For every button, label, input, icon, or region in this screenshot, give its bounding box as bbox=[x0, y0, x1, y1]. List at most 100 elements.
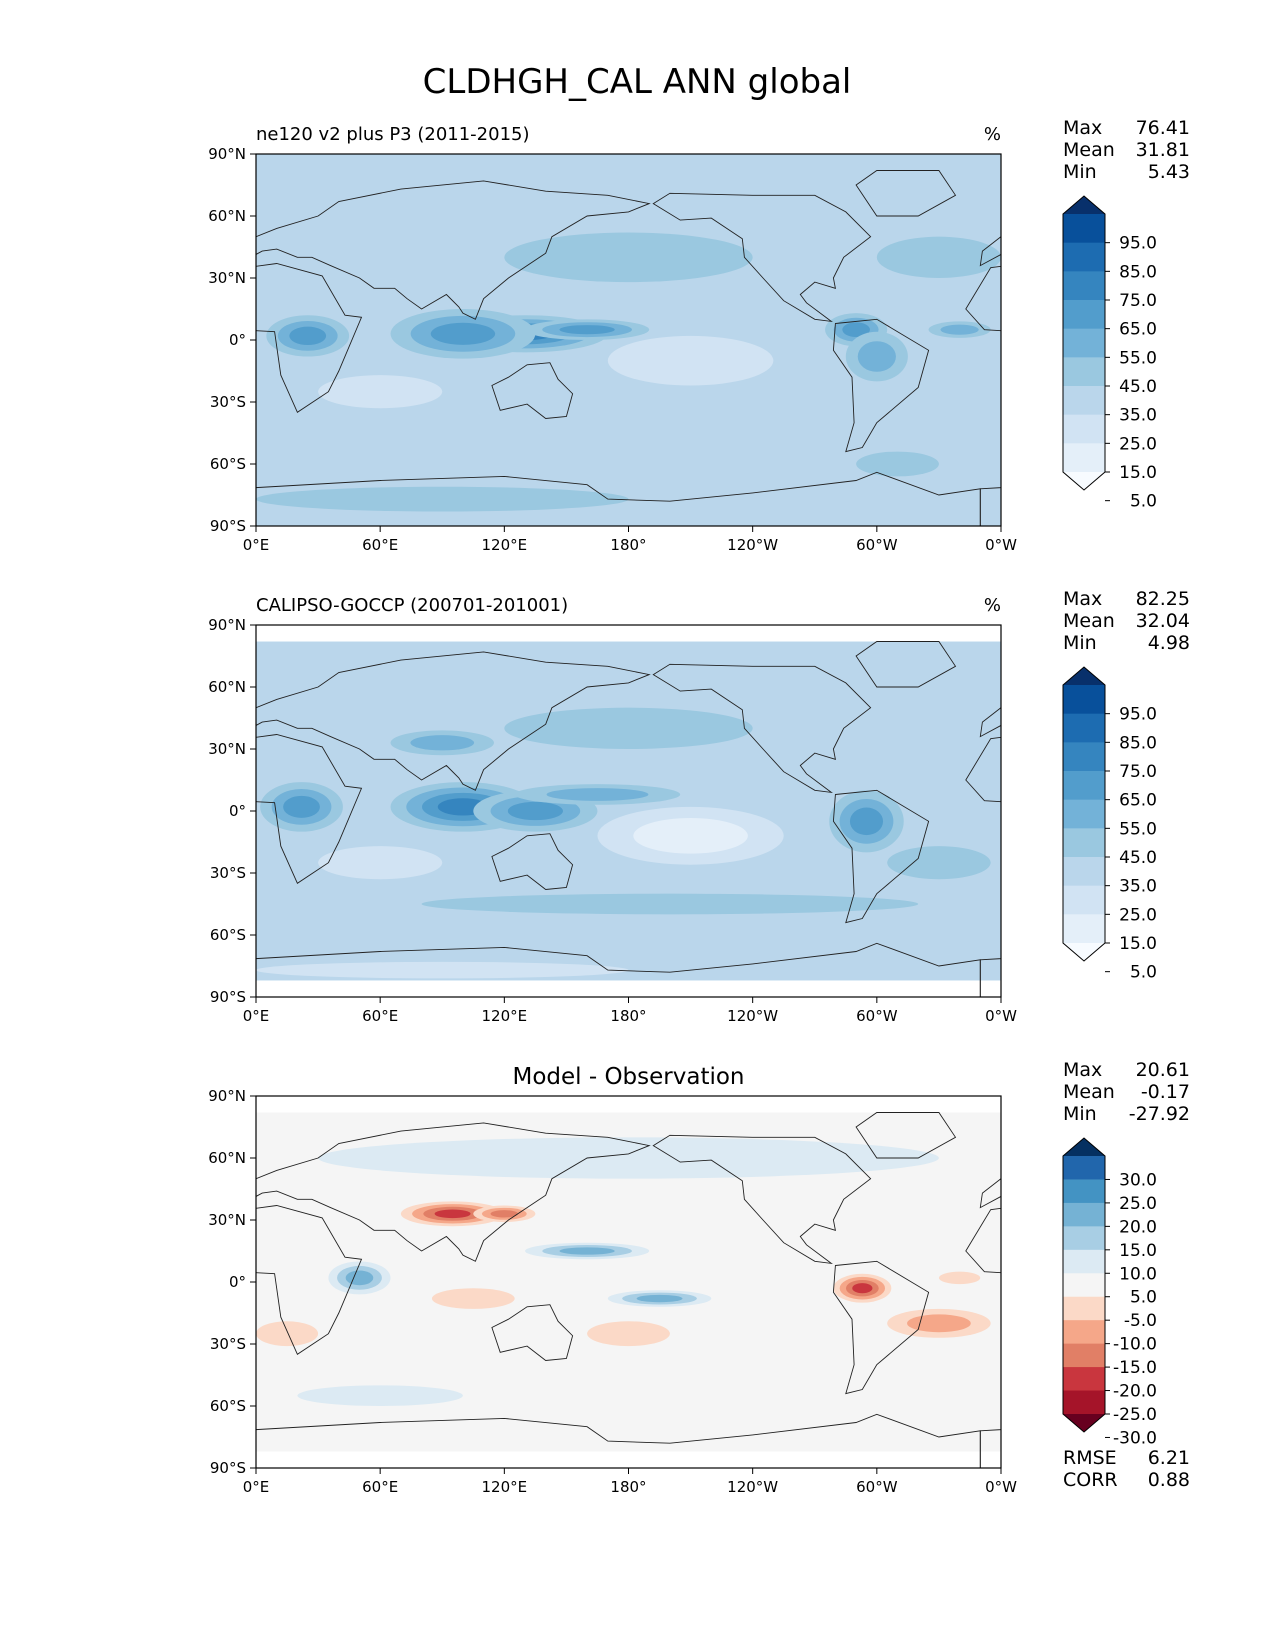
stat-value: -0.17 bbox=[1141, 1081, 1190, 1103]
map-field bbox=[256, 625, 1275, 997]
coastline bbox=[832, 789, 930, 924]
field-contour bbox=[507, 801, 563, 821]
field-contour bbox=[607, 335, 774, 386]
colorbar-tick-label: 55.0 bbox=[1119, 348, 1157, 368]
colorbar-extend-max bbox=[1063, 196, 1105, 214]
coastline bbox=[1237, 363, 1275, 419]
y-tick-label: 30°N bbox=[208, 1211, 246, 1229]
colorbar-tick-label: -10.0 bbox=[1113, 1335, 1157, 1355]
field-contour bbox=[430, 322, 496, 345]
colorbar-segment bbox=[1063, 214, 1105, 244]
stat-value: -27.92 bbox=[1129, 1103, 1190, 1125]
field-contour bbox=[940, 324, 979, 335]
x-tick-label: 0°E bbox=[243, 1478, 270, 1496]
stat-label: Mean bbox=[1063, 139, 1115, 161]
field-contour bbox=[297, 1385, 463, 1406]
field-contour bbox=[256, 1321, 319, 1347]
field-contour bbox=[907, 1314, 971, 1333]
field-contour bbox=[546, 788, 649, 801]
colorbar-tick-label: 25.0 bbox=[1119, 905, 1157, 925]
coastline bbox=[256, 651, 651, 791]
colorbar-tick-label: 20.0 bbox=[1119, 1217, 1157, 1237]
coastline bbox=[855, 1112, 957, 1159]
field-contour bbox=[283, 795, 320, 818]
colorbar: 95.0 85.0 75.0 65.0 55.0 45.0 35.0 25.0 15.0 5.0 bbox=[1062, 195, 1157, 512]
colorbar-tick-label: 75.0 bbox=[1119, 291, 1157, 311]
colorbar-segment bbox=[1063, 386, 1105, 416]
y-tick-label: 90°S bbox=[210, 1459, 246, 1477]
colorbar-segment bbox=[1063, 1343, 1105, 1368]
colorbar-segment bbox=[1063, 857, 1105, 887]
coastline bbox=[652, 663, 872, 794]
colorbar-tick-label: 35.0 bbox=[1119, 877, 1157, 897]
colorbar-segment bbox=[1063, 742, 1105, 772]
colorbar-segment bbox=[1063, 1273, 1105, 1298]
coastline bbox=[256, 1205, 363, 1355]
stat-value: 82.25 bbox=[1136, 588, 1190, 610]
x-tick-label: 180° bbox=[610, 536, 646, 554]
coastline bbox=[256, 734, 363, 884]
colorbar-segment bbox=[1063, 1156, 1105, 1180]
x-tick-label: 60°E bbox=[362, 1478, 398, 1496]
stat-label: Min bbox=[1063, 161, 1097, 183]
colorbar-tick-label: 75.0 bbox=[1119, 762, 1157, 782]
stat-value: 32.04 bbox=[1136, 610, 1190, 632]
colorbar-segment bbox=[1063, 1296, 1105, 1321]
field-contour bbox=[434, 1209, 471, 1219]
x-tick-label: 120°E bbox=[482, 1007, 528, 1025]
stat-label: Max bbox=[1063, 1059, 1102, 1081]
colorbar-tick-label: -30.0 bbox=[1113, 1428, 1157, 1448]
stat-value: 5.43 bbox=[1148, 161, 1190, 183]
y-tick-label: 0° bbox=[229, 802, 246, 820]
coastline bbox=[256, 180, 651, 320]
y-tick-label: 30°S bbox=[210, 393, 246, 411]
x-tick-label: 180° bbox=[610, 1007, 646, 1025]
field-contour bbox=[256, 961, 629, 979]
stat-value: 20.61 bbox=[1136, 1059, 1190, 1081]
colorbar: 30.0 25.0 20.0 15.0 10.0 5.0 -5.0 -10.0 -15.0 -20… bbox=[1062, 1137, 1157, 1448]
x-tick-label: 60°E bbox=[362, 536, 398, 554]
field-contour bbox=[587, 1321, 670, 1347]
stat-label: CORR bbox=[1063, 1469, 1118, 1491]
colorbar: 95.0 85.0 75.0 65.0 55.0 45.0 35.0 25.0 15.0 5.0 bbox=[1062, 666, 1157, 983]
field-contour bbox=[849, 807, 884, 836]
field-contour bbox=[504, 232, 753, 283]
map-panel-model: 90°N 60°N 30°N 0° 30°S 60°S 90°S0°E 60°E 120°E 18… bbox=[208, 117, 1275, 554]
colorbar-tick-label: 85.0 bbox=[1119, 262, 1157, 282]
colorbar-tick-label: -5.0 bbox=[1124, 1311, 1157, 1331]
colorbar-extend-min bbox=[1063, 472, 1105, 490]
stat-label: Max bbox=[1063, 588, 1102, 610]
stat-value: 4.98 bbox=[1148, 632, 1190, 654]
colorbar-tick-label: 5.0 bbox=[1130, 1288, 1157, 1308]
coastline bbox=[256, 263, 363, 413]
field-contour bbox=[318, 846, 443, 880]
y-tick-label: 0° bbox=[229, 1273, 246, 1291]
colorbar-segment bbox=[1063, 1390, 1105, 1415]
units-label: % bbox=[984, 595, 1001, 616]
stat-label: Max bbox=[1063, 117, 1102, 139]
field-contour bbox=[842, 322, 870, 338]
colorbar-tick-label: 5.0 bbox=[1130, 492, 1157, 512]
y-tick-label: 90°S bbox=[210, 988, 246, 1006]
stat-label: Min bbox=[1063, 632, 1097, 654]
colorbar-tick-label: 10.0 bbox=[1119, 1264, 1157, 1284]
colorbar-tick-label: 45.0 bbox=[1119, 377, 1157, 397]
coastline bbox=[1237, 1305, 1275, 1361]
colorbar-tick-label: 25.0 bbox=[1119, 434, 1157, 454]
colorbar-segment bbox=[1063, 828, 1105, 858]
colorbar-segment bbox=[1063, 1202, 1105, 1227]
field-contour bbox=[633, 817, 748, 854]
y-tick-label: 90°N bbox=[208, 145, 246, 163]
colorbar-tick-label: 5.0 bbox=[1130, 963, 1157, 983]
colorbar-segment bbox=[1063, 914, 1105, 944]
stat-value: 76.41 bbox=[1136, 117, 1190, 139]
colorbar-extend-min bbox=[1063, 1414, 1105, 1432]
field-contour bbox=[876, 236, 1001, 278]
colorbar-tick-label: 85.0 bbox=[1119, 733, 1157, 753]
coastline bbox=[1237, 834, 1275, 890]
field-contour bbox=[256, 486, 629, 512]
colorbar-segment bbox=[1063, 713, 1105, 743]
stat-value: 6.21 bbox=[1148, 1447, 1190, 1469]
field-contour bbox=[856, 451, 939, 477]
